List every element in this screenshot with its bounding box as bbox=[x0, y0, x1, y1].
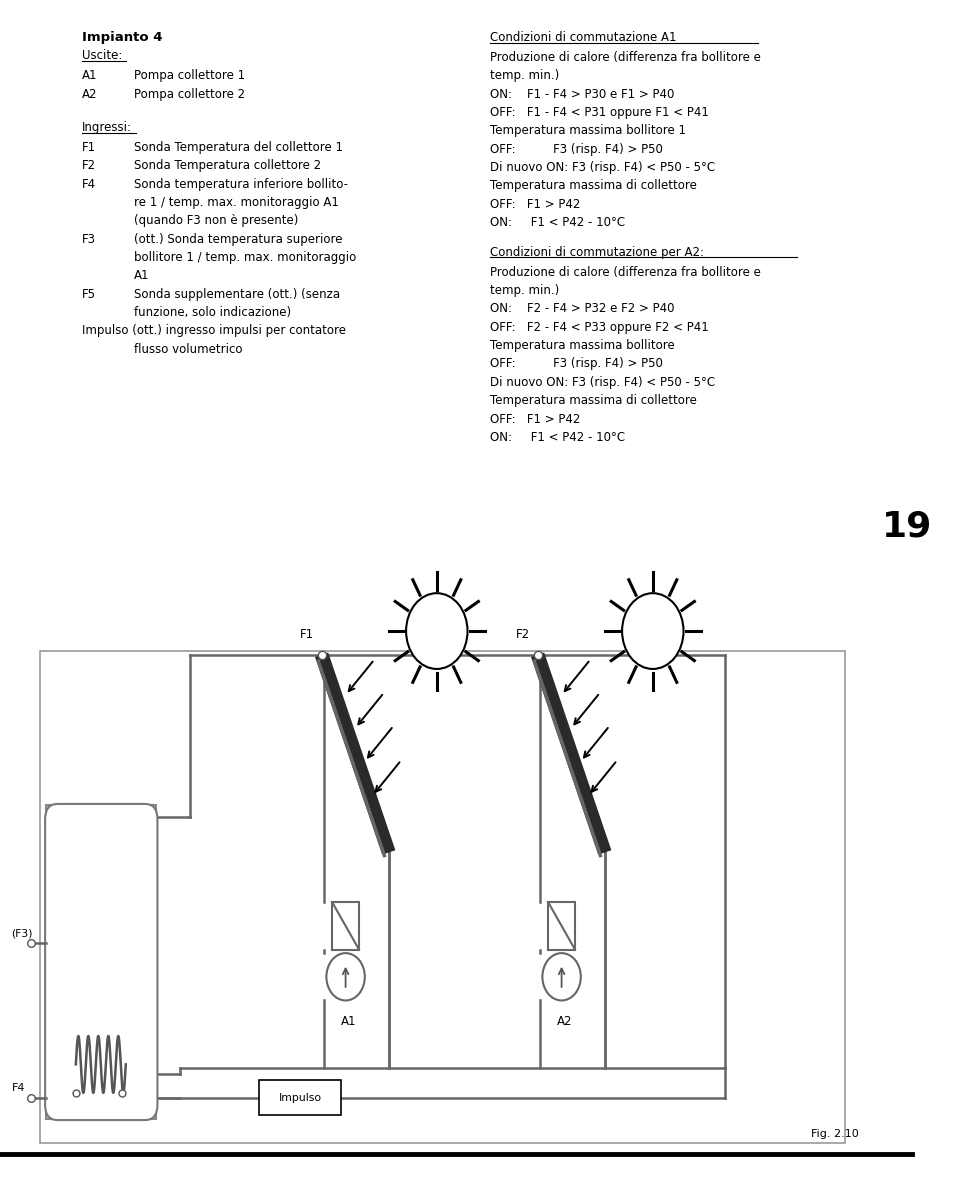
Text: 19: 19 bbox=[882, 510, 932, 543]
Text: Impulso (ott.) ingresso impulsi per contatore: Impulso (ott.) ingresso impulsi per cont… bbox=[82, 324, 346, 337]
FancyBboxPatch shape bbox=[45, 804, 157, 1120]
Bar bbox=[259, 1080, 341, 1115]
Text: OFF:          F3 (risp. F4) > P50: OFF: F3 (risp. F4) > P50 bbox=[490, 358, 662, 371]
Text: Condizioni di commutazione per A2:: Condizioni di commutazione per A2: bbox=[490, 245, 704, 258]
Text: (F3): (F3) bbox=[12, 928, 33, 939]
Text: F1: F1 bbox=[300, 628, 314, 641]
Text: Sonda Temperatura collettore 2: Sonda Temperatura collettore 2 bbox=[134, 159, 322, 172]
Bar bbox=[40, 651, 845, 1143]
Text: Impulso: Impulso bbox=[278, 1093, 322, 1102]
Text: flusso volumetrico: flusso volumetrico bbox=[134, 342, 243, 355]
Text: Uscite:: Uscite: bbox=[82, 49, 122, 62]
Text: Produzione di calore (differenza fra bollitore e: Produzione di calore (differenza fra bol… bbox=[490, 51, 760, 64]
Circle shape bbox=[622, 593, 684, 669]
Text: F4: F4 bbox=[12, 1083, 25, 1093]
Circle shape bbox=[326, 953, 365, 1000]
Text: Pompa collettore 2: Pompa collettore 2 bbox=[134, 88, 246, 101]
Text: OFF:          F3 (risp. F4) > P50: OFF: F3 (risp. F4) > P50 bbox=[490, 143, 662, 156]
Text: F4: F4 bbox=[82, 178, 96, 191]
Text: Produzione di calore (differenza fra bollitore e: Produzione di calore (differenza fra bol… bbox=[490, 265, 760, 278]
Text: funzione, solo indicazione): funzione, solo indicazione) bbox=[134, 305, 292, 318]
Text: Sonda Temperatura del collettore 1: Sonda Temperatura del collettore 1 bbox=[134, 141, 344, 154]
Text: A2: A2 bbox=[557, 1015, 572, 1028]
Bar bbox=[548, 902, 575, 950]
Text: Di nuovo ON: F3 (risp. F4) < P50 - 5°C: Di nuovo ON: F3 (risp. F4) < P50 - 5°C bbox=[490, 375, 715, 388]
Text: F2: F2 bbox=[82, 159, 96, 172]
Text: F2: F2 bbox=[516, 628, 530, 641]
Text: (quando F3 non è presente): (quando F3 non è presente) bbox=[134, 214, 299, 227]
Text: Pompa collettore 1: Pompa collettore 1 bbox=[134, 70, 246, 83]
Text: A2: A2 bbox=[82, 88, 97, 101]
Text: A1: A1 bbox=[341, 1015, 356, 1028]
Text: ON:    F2 - F4 > P32 e F2 > P40: ON: F2 - F4 > P32 e F2 > P40 bbox=[490, 302, 674, 315]
Text: Impianto 4: Impianto 4 bbox=[82, 31, 162, 44]
Bar bbox=[46, 805, 156, 1119]
Text: OFF:   F2 - F4 < P33 oppure F2 < P41: OFF: F2 - F4 < P33 oppure F2 < P41 bbox=[490, 321, 708, 334]
Text: A1: A1 bbox=[82, 70, 97, 83]
Text: temp. min.): temp. min.) bbox=[490, 70, 559, 83]
Text: re 1 / temp. max. monitoraggio A1: re 1 / temp. max. monitoraggio A1 bbox=[134, 195, 339, 208]
Bar bbox=[332, 902, 359, 950]
Text: ON:     F1 < P42 - 10°C: ON: F1 < P42 - 10°C bbox=[490, 431, 625, 444]
Circle shape bbox=[406, 593, 468, 669]
Text: F1: F1 bbox=[82, 141, 96, 154]
Text: Fig. 2.10: Fig. 2.10 bbox=[811, 1130, 859, 1139]
Text: A1: A1 bbox=[134, 269, 150, 282]
Text: OFF:   F1 > P42: OFF: F1 > P42 bbox=[490, 412, 580, 425]
Text: ON:     F1 < P42 - 10°C: ON: F1 < P42 - 10°C bbox=[490, 217, 625, 230]
Text: ON:    F1 - F4 > P30 e F1 > P40: ON: F1 - F4 > P30 e F1 > P40 bbox=[490, 88, 674, 101]
Text: OFF:   F1 > P42: OFF: F1 > P42 bbox=[490, 198, 580, 211]
Text: Sonda supplementare (ott.) (senza: Sonda supplementare (ott.) (senza bbox=[134, 288, 341, 301]
Text: F5: F5 bbox=[82, 288, 96, 301]
Text: Temperatura massima di collettore: Temperatura massima di collettore bbox=[490, 180, 696, 193]
Text: Ingressi:: Ingressi: bbox=[82, 121, 132, 134]
Circle shape bbox=[542, 953, 581, 1000]
Text: bollitore 1 / temp. max. monitoraggio: bollitore 1 / temp. max. monitoraggio bbox=[134, 251, 357, 264]
Text: (ott.) Sonda temperatura superiore: (ott.) Sonda temperatura superiore bbox=[134, 232, 343, 245]
Text: Temperatura massima bollitore: Temperatura massima bollitore bbox=[490, 339, 674, 352]
Text: Temperatura massima bollitore 1: Temperatura massima bollitore 1 bbox=[490, 124, 685, 137]
Text: temp. min.): temp. min.) bbox=[490, 284, 559, 297]
Text: Temperatura massima di collettore: Temperatura massima di collettore bbox=[490, 394, 696, 407]
Text: Sonda temperatura inferiore bollito-: Sonda temperatura inferiore bollito- bbox=[134, 178, 348, 191]
Text: Condizioni di commutazione A1: Condizioni di commutazione A1 bbox=[490, 31, 676, 44]
Text: Di nuovo ON: F3 (risp. F4) < P50 - 5°C: Di nuovo ON: F3 (risp. F4) < P50 - 5°C bbox=[490, 161, 715, 174]
Text: F3: F3 bbox=[82, 232, 96, 245]
Text: OFF:   F1 - F4 < P31 oppure F1 < P41: OFF: F1 - F4 < P31 oppure F1 < P41 bbox=[490, 107, 708, 120]
